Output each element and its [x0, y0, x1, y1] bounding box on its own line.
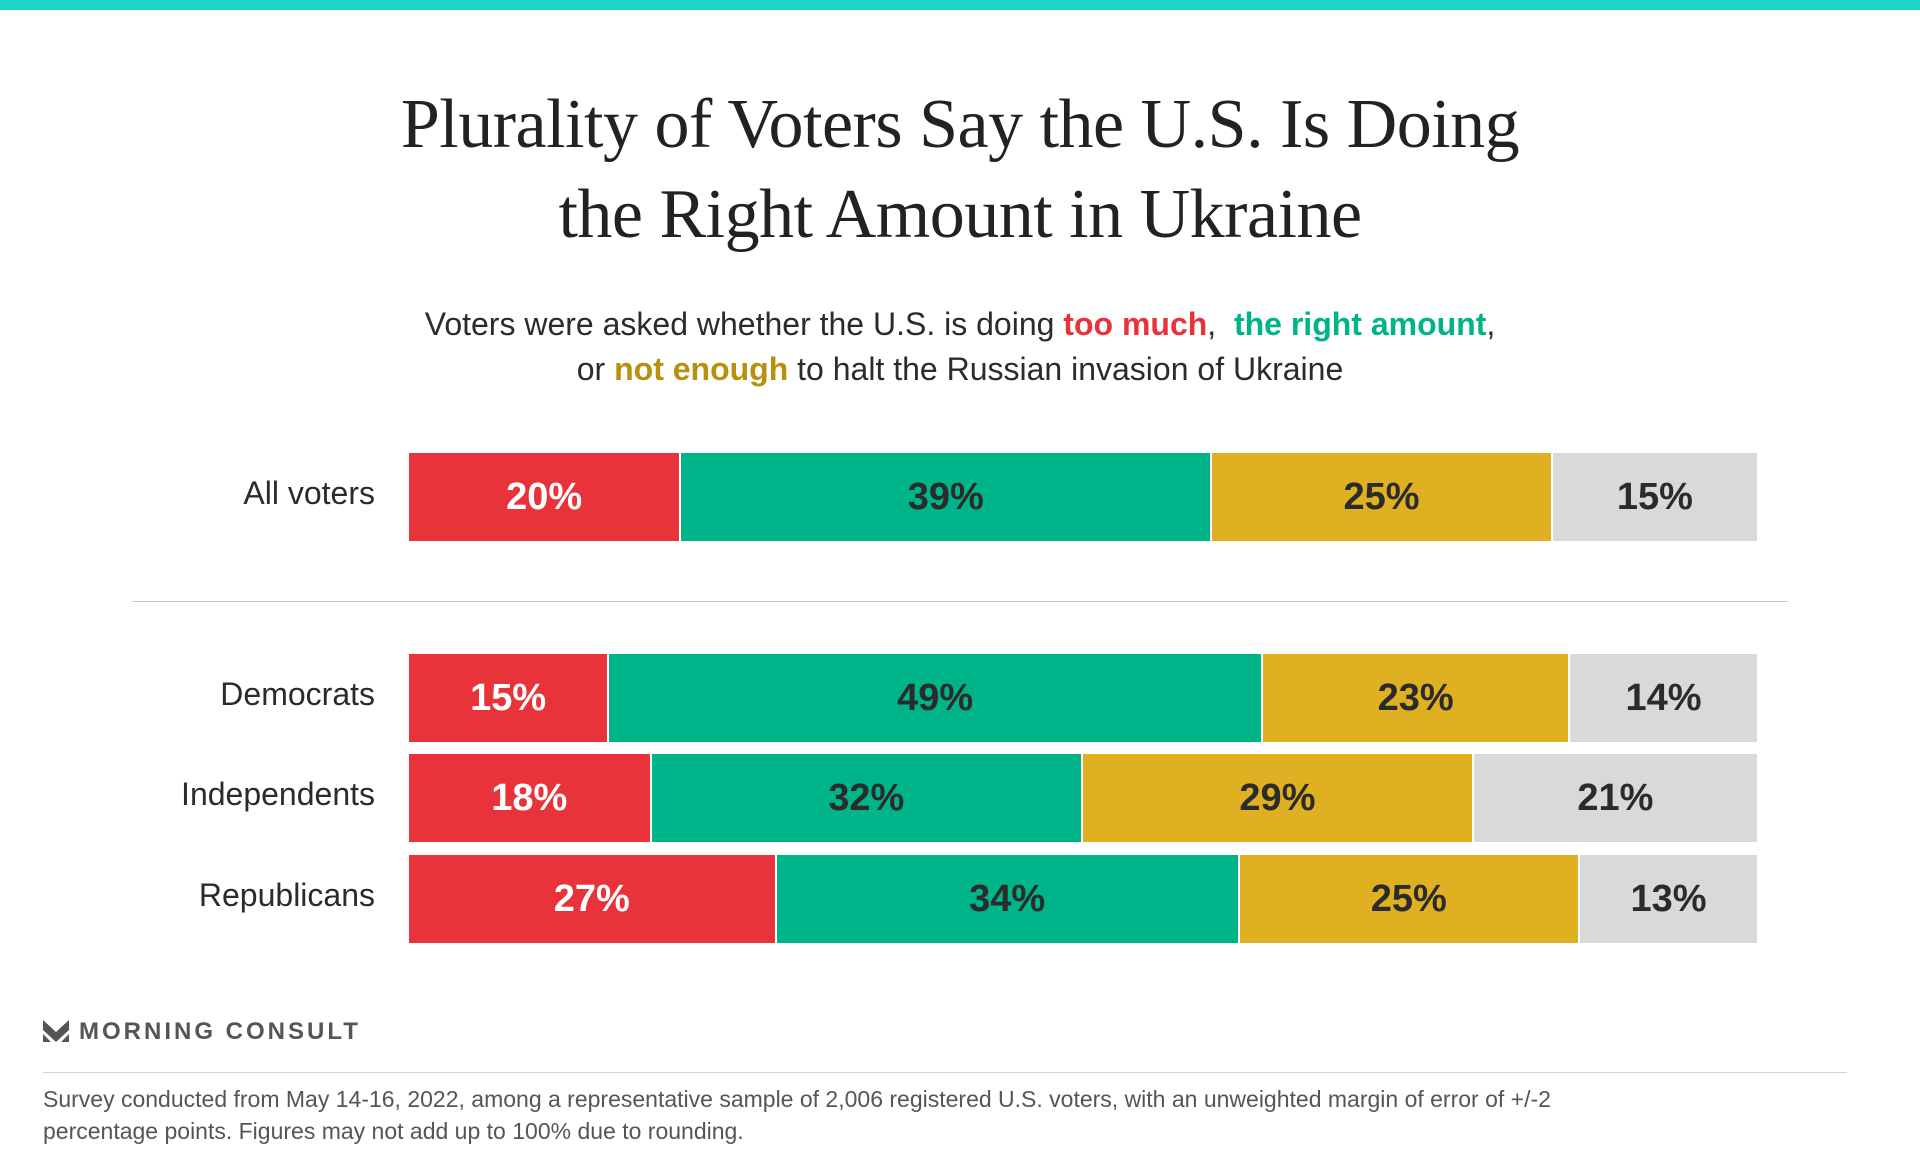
- footer-divider: [43, 1072, 1847, 1073]
- category-label: Independents: [181, 776, 375, 812]
- brand-name: MORNING CONSULT: [79, 1018, 361, 1045]
- bar-segment-right-amount: 39%: [681, 453, 1211, 541]
- chart-subtitle: Voters were asked whether the U.S. is do…: [0, 302, 1920, 392]
- legend-right-amount: the right amount: [1233, 306, 1487, 342]
- bar-segment-not-enough: 29%: [1083, 754, 1472, 842]
- divider: [132, 601, 1788, 602]
- bar-segment-other: 14%: [1570, 654, 1757, 742]
- category-label: Democrats: [220, 676, 375, 712]
- subtitle-text: or: [576, 351, 615, 387]
- subtitle-text: ,: [1486, 306, 1496, 342]
- bar-segment-other: 15%: [1552, 453, 1757, 541]
- title-line-2: the Right Amount in Ukraine: [558, 176, 1362, 253]
- bar-segment-right-amount: 49%: [609, 654, 1262, 742]
- bar-segment-not-enough: 23%: [1263, 654, 1569, 742]
- legend-not-enough: not enough: [614, 351, 789, 387]
- bar-segment-too-much: 15%: [409, 654, 608, 742]
- bar-segment-right-amount: 34%: [776, 855, 1238, 943]
- footer-line-2: percentage points. Figures may not add u…: [43, 1118, 744, 1144]
- subtitle-text: ,: [1207, 306, 1234, 342]
- footer-note: Survey conducted from May 14-16, 2022, a…: [43, 1083, 1863, 1147]
- subtitle-text: Voters were asked whether the U.S. is do…: [424, 306, 1064, 342]
- bar-segment-too-much: 20%: [409, 453, 680, 541]
- title-line-1: Plurality of Voters Say the U.S. Is Doin…: [400, 86, 1520, 163]
- category-label: Republicans: [198, 877, 375, 913]
- chart-title: Plurality of Voters Say the U.S. Is Doin…: [0, 80, 1920, 260]
- morning-consult-m-icon: [43, 1020, 69, 1042]
- bar-segment-not-enough: 25%: [1239, 855, 1578, 943]
- category-label: All voters: [243, 475, 375, 511]
- subtitle-text: to halt the Russian invasion of Ukraine: [788, 351, 1344, 387]
- bar-segment-right-amount: 32%: [651, 754, 1081, 842]
- legend-too-much: too much: [1063, 306, 1208, 342]
- bar-segment-too-much: 27%: [409, 855, 775, 943]
- bar-segment-too-much: 18%: [409, 754, 650, 842]
- bar-segment-other: 21%: [1473, 754, 1757, 842]
- bar-segment-not-enough: 25%: [1212, 453, 1551, 541]
- bar-segment-other: 13%: [1579, 855, 1757, 943]
- top-accent-bar: [0, 0, 1920, 10]
- footer-line-1: Survey conducted from May 14-16, 2022, a…: [43, 1086, 1551, 1112]
- morning-consult-logo: MORNING CONSULT: [43, 1018, 361, 1046]
